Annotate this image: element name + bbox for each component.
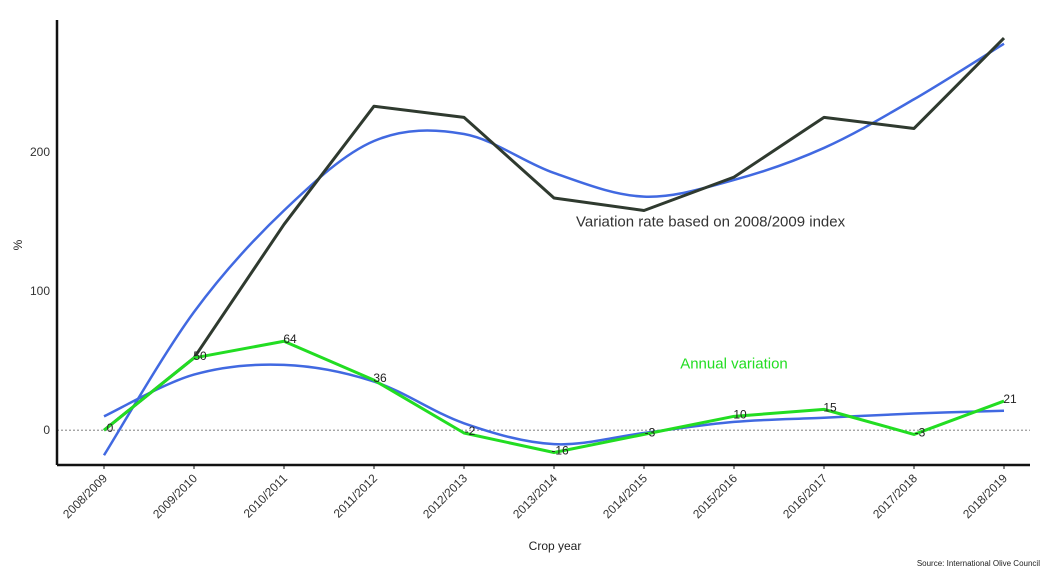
- x-tick-label: 2016/2017: [780, 471, 830, 521]
- annual-trend-line: [103, 363, 1005, 446]
- x-tick-label: 2018/2019: [960, 471, 1010, 521]
- annual-data-label: 10: [733, 407, 747, 421]
- annual-data-label: -3: [915, 425, 926, 439]
- y-tick-label: 200: [30, 145, 50, 159]
- x-tick-label: 2009/2010: [150, 471, 200, 521]
- y-axis-title: %: [11, 239, 25, 250]
- annotations: Variation rate based on 2008/2009 index A…: [576, 214, 846, 373]
- y-tick-label: 100: [30, 284, 50, 298]
- annual-data-label: 21: [1003, 392, 1017, 406]
- annual-annotation: Annual variation: [680, 355, 788, 372]
- axis-layer: [55, 20, 1030, 467]
- x-tick-label: 2014/2015: [600, 471, 650, 521]
- x-tick-label: 2015/2016: [690, 471, 740, 521]
- annual-data-label: -3: [645, 425, 656, 439]
- x-tick-label: 2008/2009: [60, 471, 110, 521]
- data-labels: 0 50 64 36 -2 -16 -3 10 15 -3 21: [107, 332, 1017, 457]
- index-annotation: Variation rate based on 2008/2009 index: [576, 214, 846, 231]
- annual-data-label: 36: [373, 371, 387, 385]
- annual-data-label: 15: [823, 400, 837, 414]
- x-tick-label: 2010/2011: [241, 471, 291, 521]
- y-tick-labels: 0 100 200: [30, 145, 50, 437]
- annual-data-label: -16: [551, 443, 569, 457]
- x-tick-label: 2017/2018: [870, 471, 920, 521]
- x-tick-labels: 2008/2009 2009/2010 2010/2011 2011/2012 2012…: [60, 465, 1010, 521]
- x-axis-title: Crop year: [529, 539, 582, 553]
- annual-data-label: 64: [283, 332, 297, 346]
- annual-series-line: [103, 339, 1005, 454]
- annual-data-label: -2: [465, 424, 476, 438]
- x-tick-label: 2011/2012: [331, 471, 381, 521]
- series-layer: [103, 37, 1006, 454]
- x-tick-label: 2012/2013: [420, 471, 470, 521]
- y-tick-label: 0: [43, 423, 50, 437]
- source-note: Source: International Olive Council: [917, 559, 1040, 568]
- index-series-line: [103, 37, 1006, 432]
- index-trend-line: [102, 42, 1005, 456]
- annual-data-label: 50: [193, 349, 207, 363]
- trend-layer: [102, 42, 1005, 456]
- annual-data-label: 0: [107, 421, 114, 435]
- x-tick-label: 2013/2014: [510, 471, 560, 521]
